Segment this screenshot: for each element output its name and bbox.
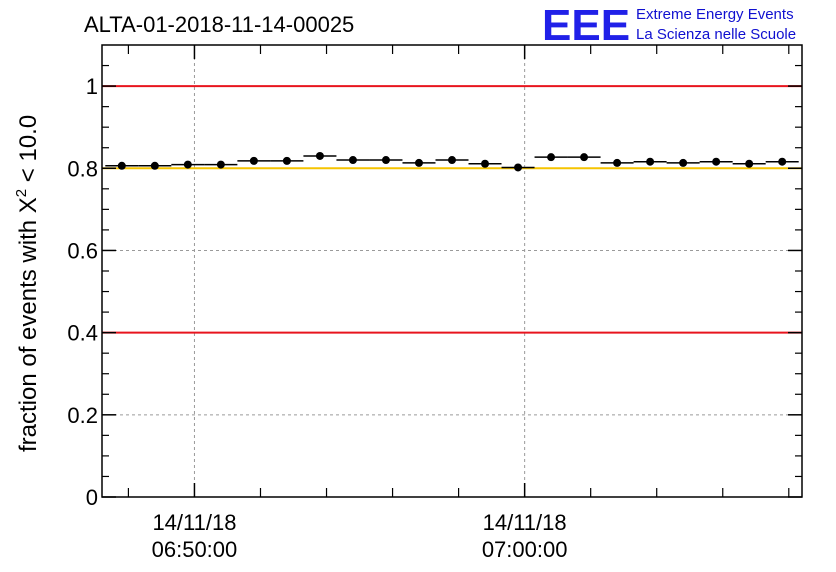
data-point [646,157,655,166]
data-point [547,153,556,162]
grid-lines [102,45,802,497]
data-point [712,157,721,166]
data-point [580,153,589,162]
y-label-prefix: fraction of events with [15,213,42,452]
data-points [105,151,799,172]
x-tick-time-label: 06:50:00 [152,537,238,562]
data-point [183,160,192,169]
y-tick-label: 0.8 [67,156,98,181]
data-point [348,156,357,165]
chart-title: ALTA-01-2018-11-14-00025 [84,12,354,37]
reference-lines [102,85,802,334]
data-point [249,156,258,165]
data-point [315,151,324,160]
y-label-exponent: 2 [13,189,30,197]
data-point [216,160,225,169]
x-tick-date-label: 14/11/18 [483,510,567,535]
data-point [117,161,126,170]
x-tick-date-label: 14/11/18 [152,510,236,535]
eee-logo: EEE Extreme Energy Events La Scienza nel… [542,1,796,50]
y-tick-label: 1 [86,74,98,99]
y-label-chi: X [15,197,42,213]
data-point [778,157,787,166]
logo-line-2: La Scienza nelle Scuole [636,26,796,43]
data-point [481,159,490,168]
logo-line-1: Extreme Energy Events [636,6,794,23]
y-axis-label: fraction of events with X2 < 10.0 [13,115,42,452]
y-tick-label: 0.4 [67,321,98,346]
y-tick-label: 0 [86,485,98,510]
data-point [150,161,159,170]
logo-mark: EEE [542,1,630,50]
data-point [414,158,423,167]
y-label-suffix: < 10.0 [15,115,42,189]
tick-labels: 00.20.40.60.8114/11/1806:50:0014/11/1807… [67,74,567,562]
data-point [282,156,291,165]
data-point [381,156,390,165]
data-point [745,159,754,168]
data-point [679,158,688,167]
x-tick-time-label: 07:00:00 [482,537,568,562]
y-tick-label: 0.6 [67,238,98,263]
y-tick-label: 0.2 [67,403,98,428]
data-point [514,163,523,172]
plot-frame [101,44,803,498]
data-point [613,158,622,167]
data-point [448,156,456,165]
axes [101,44,803,498]
